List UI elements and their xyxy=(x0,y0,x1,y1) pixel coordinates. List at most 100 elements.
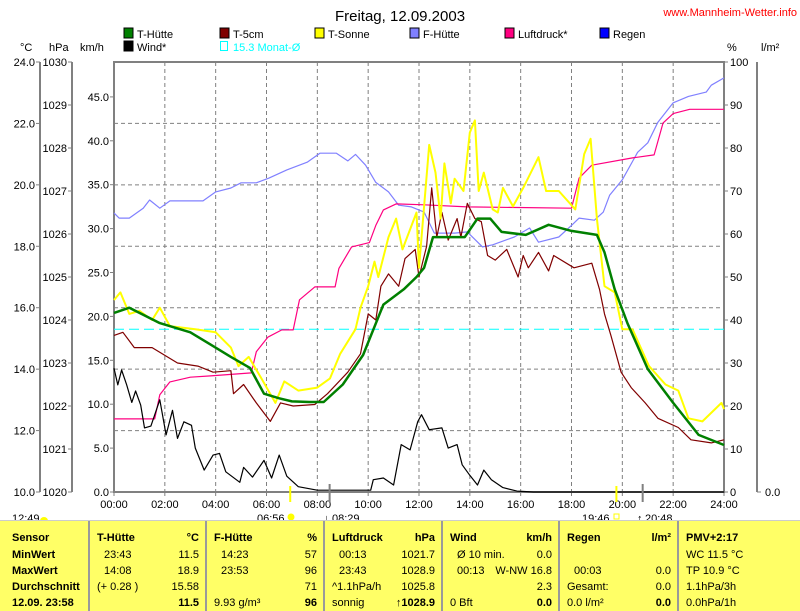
series xyxy=(113,77,725,493)
time-tick: 10:00 xyxy=(354,499,382,511)
f-h-tte-time: 23:53 xyxy=(221,565,249,577)
percent-tick: 80 xyxy=(730,143,742,155)
series-t-h-tte xyxy=(113,217,725,447)
moonset-time: 08:29 xyxy=(332,513,360,520)
regen-title: Regen xyxy=(567,532,601,544)
pmv-value: 1.1hPa/3h xyxy=(686,581,737,593)
t-h-tte-value: 11.5 xyxy=(178,549,199,561)
time-tick: 00:00 xyxy=(100,499,128,511)
percent-tick: 70 xyxy=(730,186,742,198)
hpa-tick: 1021 xyxy=(43,444,67,456)
legend-15-3-monat: 15.3 Monat-Ø xyxy=(233,42,301,54)
series-f-h-tte xyxy=(113,77,725,248)
kmh-tick: 35.0 xyxy=(88,180,109,192)
luftdruck-time: 00:13 xyxy=(339,549,367,561)
t-h-tte-value: 11.5 xyxy=(178,597,199,609)
wind-value: 0.0 xyxy=(536,549,552,561)
pmv-title: PMV+2:17 xyxy=(686,532,739,544)
hpa-tick: 1027 xyxy=(43,186,67,198)
f-h-tte-value: 57 xyxy=(304,549,317,561)
row-label: Sensor xyxy=(12,532,50,544)
f-h-tte-time: 9.93 g/m³ xyxy=(214,597,261,609)
sensor-column: Sensor MinWert MaxWert Durchschnitt 12.09. 2… xyxy=(0,521,88,611)
legend: T-Hütte T-5cm T-Sonne F-Hütte Luftdruck* Rege… xyxy=(123,27,645,54)
percent-tick: 50 xyxy=(730,272,742,284)
axes: 10.012.014.016.018.020.022.024.010201021… xyxy=(14,57,781,511)
legend-swatch xyxy=(219,27,230,39)
percent-tick: 10 xyxy=(730,444,742,456)
percent-tick: 20 xyxy=(730,401,742,413)
series-t-5cm xyxy=(113,187,725,444)
moon-next-time: 20:48 xyxy=(645,513,673,520)
kmh-tick: 25.0 xyxy=(88,268,109,280)
time-tick: 08:00 xyxy=(304,499,332,511)
legend-swatch xyxy=(504,27,515,39)
hpa-tick: 1025 xyxy=(43,272,67,284)
celsius-tick: 12.0 xyxy=(14,426,35,438)
time-tick: 12:00 xyxy=(405,499,433,511)
site-link[interactable]: www.Mannheim-Wetter.info xyxy=(662,7,797,19)
kmh-tick: 10.0 xyxy=(88,399,109,411)
time-tick: 04:00 xyxy=(202,499,230,511)
series-luftdruck- xyxy=(114,108,724,420)
t-h-tte-time: 23:43 xyxy=(104,549,132,561)
wind-time: 0 Bft xyxy=(450,597,473,609)
legend-swatch xyxy=(314,27,325,39)
percent-tick: 60 xyxy=(730,229,742,241)
row-label: Durchschnitt xyxy=(12,581,80,593)
chart-title: Freitag, 12.09.2003 xyxy=(335,8,465,25)
legend-t-h-tte: T-Hütte xyxy=(137,29,173,41)
regen-value: 0.0 xyxy=(655,597,671,609)
percent-tick: 40 xyxy=(730,315,742,327)
legend-t-5cm: T-5cm xyxy=(233,29,264,41)
t-h-tte-unit: °C xyxy=(186,532,199,544)
hpa-tick: 1024 xyxy=(43,315,67,327)
celsius-tick: 22.0 xyxy=(14,118,35,130)
pmv-value: 0.0hPa/1h xyxy=(686,597,737,609)
time-tick: 06:00 xyxy=(253,499,281,511)
wind-time: 00:13 xyxy=(457,565,485,577)
percent-tick: 100 xyxy=(730,57,748,69)
moon-icon xyxy=(40,517,48,520)
kmh-tick: 20.0 xyxy=(88,311,109,323)
t-h-tte-value: 18.9 xyxy=(177,565,199,577)
row-label: MinWert xyxy=(12,549,56,561)
legend-swatch xyxy=(220,41,228,51)
luftdruck-unit: hPa xyxy=(414,532,435,544)
legend-wind: Wind* xyxy=(137,42,167,54)
rain-tick: 0.0 xyxy=(765,487,780,499)
astro-markers: 12:49 06:56 ↓ 08:29 19:46 ↑ 20:48 xyxy=(12,484,673,520)
time-tick: 16:00 xyxy=(507,499,535,511)
luftdruck-value: ↑1028.9 xyxy=(395,597,435,609)
celsius-tick: 16.0 xyxy=(14,303,35,315)
time-tick: 14:00 xyxy=(456,499,484,511)
f-h-tte-value: 71 xyxy=(304,581,317,593)
pmv-value: TP 10.9 °C xyxy=(686,565,740,577)
legend-t-sonne: T-Sonne xyxy=(328,29,370,41)
legend-swatch xyxy=(123,40,134,52)
wind-value: W-NW 16.8 xyxy=(495,565,552,577)
celsius-tick: 20.0 xyxy=(14,180,35,192)
wind-value: 0.0 xyxy=(536,597,552,609)
legend-swatch xyxy=(123,27,134,39)
legend-swatch xyxy=(599,27,610,39)
kmh-tick: 15.0 xyxy=(88,355,109,367)
regen-column: Regen l/m² 00:03 0.0 Gesamt: 0.0 0.0 l/m² 0.0 xyxy=(558,521,677,611)
moonrise-arrow-icon: ↑ xyxy=(637,513,643,520)
celsius-tick: 24.0 xyxy=(14,57,35,69)
time-tick: 18:00 xyxy=(558,499,586,511)
unit-rain: l/m² xyxy=(761,42,780,54)
regen-value: 0.0 xyxy=(655,581,671,593)
kmh-tick: 40.0 xyxy=(88,136,109,148)
f-h-tte-value: 96 xyxy=(304,565,317,577)
kmh-tick: 5.0 xyxy=(94,443,109,455)
hpa-tick: 1020 xyxy=(43,487,67,499)
sunset-time: 19:46 xyxy=(582,513,610,520)
celsius-tick: 18.0 xyxy=(14,241,35,253)
f-h-tte-unit: % xyxy=(307,532,317,544)
pmv-column: PMV+2:17 WC 11.5 °C TP 10.9 °C 1.1hPa/3h 0.0… xyxy=(677,521,800,611)
f-h-tte-value: 96 xyxy=(304,597,317,609)
percent-tick: 0 xyxy=(730,487,736,499)
legend-luftdruck: Luftdruck* xyxy=(518,29,568,41)
legend-swatch xyxy=(409,27,420,39)
